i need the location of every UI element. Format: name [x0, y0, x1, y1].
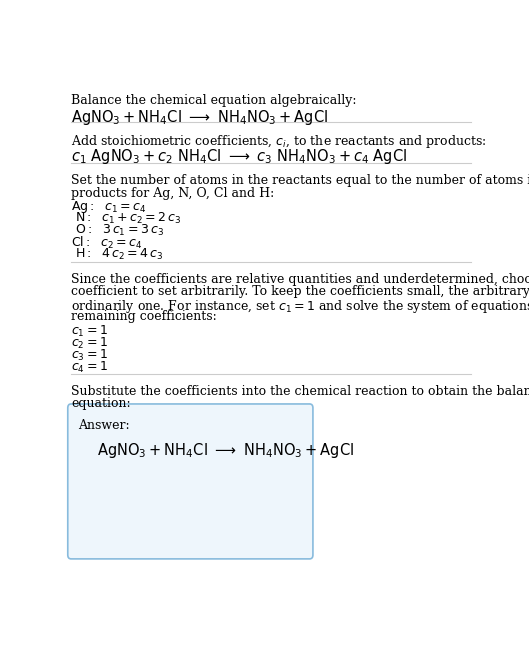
Text: $\mathrm{N:}\ \ c_1 + c_2 = 2\,c_3$: $\mathrm{N:}\ \ c_1 + c_2 = 2\,c_3$ — [75, 211, 181, 226]
Text: $\mathrm{AgNO_3 + NH_4Cl \ \longrightarrow \ NH_4NO_3 + AgCl}$: $\mathrm{AgNO_3 + NH_4Cl \ \longrightarr… — [71, 107, 328, 127]
Text: Add stoichiometric coefficients, $c_i$, to the reactants and products:: Add stoichiometric coefficients, $c_i$, … — [71, 133, 487, 151]
Text: $c_1\ \mathrm{AgNO_3} + c_2\ \mathrm{NH_4Cl} \ \longrightarrow \ c_3\ \mathrm{NH: $c_1\ \mathrm{AgNO_3} + c_2\ \mathrm{NH_… — [71, 148, 407, 166]
Text: Since the coefficients are relative quantities and underdetermined, choose a: Since the coefficients are relative quan… — [71, 273, 529, 286]
Text: equation:: equation: — [71, 397, 131, 410]
Text: Answer:: Answer: — [78, 419, 130, 432]
Text: $c_2 = 1$: $c_2 = 1$ — [71, 336, 108, 351]
Text: products for Ag, N, O, Cl and H:: products for Ag, N, O, Cl and H: — [71, 187, 275, 200]
Text: $c_1 = 1$: $c_1 = 1$ — [71, 324, 108, 339]
Text: $\mathrm{Cl:}\ \ c_2 = c_4$: $\mathrm{Cl:}\ \ c_2 = c_4$ — [71, 235, 142, 251]
Text: Balance the chemical equation algebraically:: Balance the chemical equation algebraica… — [71, 94, 357, 107]
Text: ordinarily one. For instance, set $c_1 = 1$ and solve the system of equations fo: ordinarily one. For instance, set $c_1 =… — [71, 298, 529, 315]
Text: $c_4 = 1$: $c_4 = 1$ — [71, 360, 108, 375]
Text: $\mathrm{Ag:}\ \ c_1 = c_4$: $\mathrm{Ag:}\ \ c_1 = c_4$ — [71, 199, 147, 215]
Text: $\mathrm{AgNO_3 + NH_4Cl \ \longrightarrow \ NH_4NO_3 + AgCl}$: $\mathrm{AgNO_3 + NH_4Cl \ \longrightarr… — [97, 441, 354, 460]
FancyBboxPatch shape — [68, 404, 313, 559]
Text: $\mathrm{O:}\ \ 3\,c_1 = 3\,c_3$: $\mathrm{O:}\ \ 3\,c_1 = 3\,c_3$ — [75, 223, 163, 238]
Text: $c_3 = 1$: $c_3 = 1$ — [71, 348, 108, 363]
Text: coefficient to set arbitrarily. To keep the coefficients small, the arbitrary va: coefficient to set arbitrarily. To keep … — [71, 285, 529, 298]
Text: remaining coefficients:: remaining coefficients: — [71, 311, 217, 324]
Text: Substitute the coefficients into the chemical reaction to obtain the balanced: Substitute the coefficients into the che… — [71, 385, 529, 398]
Text: Set the number of atoms in the reactants equal to the number of atoms in the: Set the number of atoms in the reactants… — [71, 174, 529, 187]
Text: $\mathrm{H:}\ \ 4\,c_2 = 4\,c_3$: $\mathrm{H:}\ \ 4\,c_2 = 4\,c_3$ — [75, 247, 163, 262]
